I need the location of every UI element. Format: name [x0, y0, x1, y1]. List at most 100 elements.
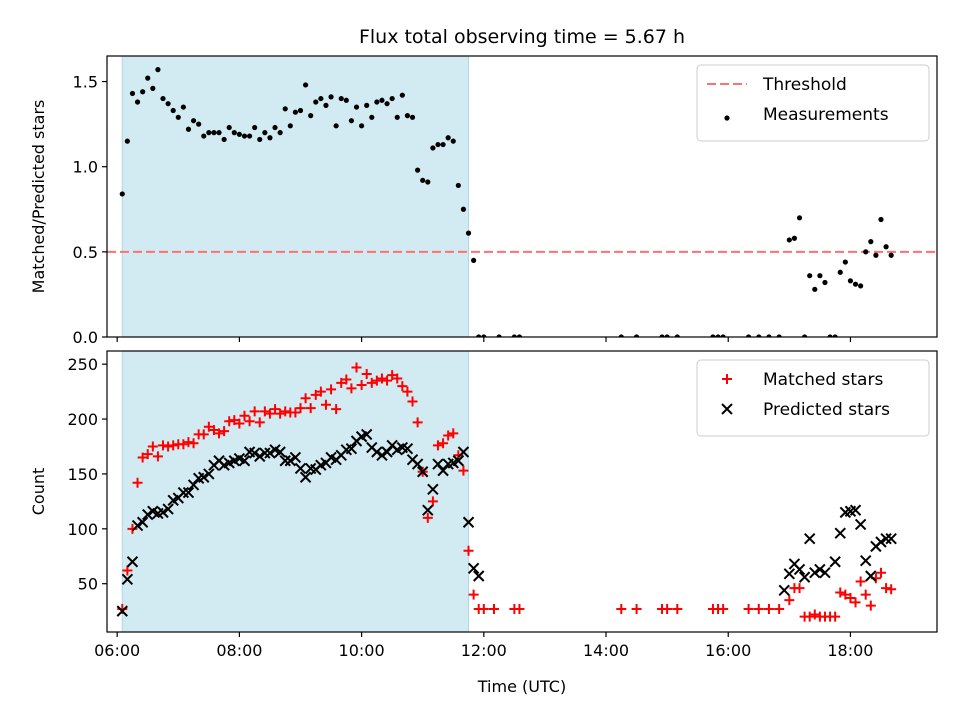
predicted-stars-point	[793, 563, 806, 576]
measurement-point	[807, 273, 813, 279]
matched-stars-point	[382, 375, 393, 386]
measurement-point	[842, 259, 848, 265]
predicted-stars-point	[783, 568, 796, 580]
matched-stars-point	[132, 477, 143, 488]
measurement-point	[858, 283, 864, 289]
measurement-point	[201, 133, 207, 139]
predicted-stars-point	[834, 527, 846, 539]
x-tick-label: 12:00	[461, 641, 507, 660]
matched-stars-point	[249, 406, 260, 417]
measurement-point	[455, 182, 461, 189]
predicted-stars-point	[829, 556, 841, 568]
measurement-point	[287, 123, 293, 129]
measurement-point	[124, 138, 130, 144]
measurement-point	[119, 191, 125, 197]
matched-stars-point	[855, 576, 866, 587]
predicted-stars-point	[131, 519, 144, 532]
matched-stars-point	[259, 406, 270, 417]
measurement-point	[160, 95, 166, 102]
measurement-point	[786, 237, 792, 243]
measurement-point	[460, 206, 467, 212]
matched-stars-point	[427, 496, 438, 507]
predicted-stars-point	[457, 446, 470, 458]
predicted-stars-point	[238, 455, 251, 467]
measurement-point	[827, 334, 833, 337]
measurement-point	[150, 85, 156, 91]
matched-stars-point	[763, 603, 774, 614]
matched-stars-point	[280, 406, 291, 417]
matched-stars-point	[468, 589, 479, 600]
measurement-point	[802, 334, 808, 337]
matched-stars-point	[208, 425, 219, 436]
measurement-point	[837, 269, 843, 275]
measurement-point	[313, 99, 319, 105]
x-tick-label: 14:00	[583, 641, 629, 660]
predicted-stars-point	[401, 442, 414, 455]
y-tick-label: 150	[67, 465, 98, 484]
measurement-point	[302, 82, 309, 88]
measurement-point	[888, 252, 894, 258]
matched-stars-point	[152, 451, 163, 462]
measurement-point	[328, 94, 334, 100]
predicted-stars-point	[875, 536, 887, 548]
matched-stars-point	[234, 418, 245, 429]
predicted-stars-point	[885, 532, 897, 545]
matched-stars-point	[351, 362, 362, 373]
matched-stars-point	[127, 523, 138, 534]
predicted-stars-point	[264, 447, 276, 459]
observing-window-span	[121, 350, 470, 633]
predicted-stars-point	[279, 455, 291, 467]
x-tick-label: 10:00	[339, 641, 385, 660]
measurement-point	[353, 104, 360, 110]
matched-stars-point	[275, 408, 286, 419]
predicted-stars-point	[136, 516, 149, 528]
measurement-point	[868, 239, 874, 245]
measurement-point	[481, 334, 487, 337]
predicted-stars-point	[259, 447, 271, 459]
measurement-point	[465, 230, 472, 236]
measurement-point	[796, 215, 803, 221]
matched-stars-point	[356, 380, 367, 391]
measurement-point	[221, 136, 227, 143]
measurement-point	[420, 177, 426, 183]
matched-stars-point	[407, 396, 418, 407]
predicted-stars-point	[473, 570, 485, 582]
measurement-point	[359, 123, 365, 129]
y-tick-label: 50	[78, 575, 98, 594]
predicted-stars-point	[126, 556, 139, 568]
legend-label: Measurements	[763, 105, 889, 125]
y-tick-label: 0.0	[73, 328, 98, 347]
measurement-point	[445, 135, 451, 141]
matched-stars-point	[448, 428, 459, 439]
matched-stars-point	[794, 583, 805, 594]
legend-measurement-swatch	[724, 115, 730, 121]
predicted-stars-point	[142, 508, 154, 521]
measurement-point	[440, 141, 446, 148]
predicted-stars-point	[203, 468, 215, 480]
matched-stars-point	[432, 440, 443, 451]
measurement-point	[374, 99, 380, 105]
measurement-point	[476, 334, 482, 337]
predicted-stars-point	[371, 446, 383, 458]
y-tick-label: 0.5	[73, 243, 98, 262]
matched-stars-point	[331, 404, 342, 415]
x-axis-label: Time (UTC)	[477, 677, 566, 696]
measurement-point	[206, 130, 212, 136]
measurement-point	[812, 286, 818, 292]
y-tick-label: 100	[67, 520, 98, 539]
matched-stars-point	[753, 603, 764, 614]
matched-stars-point	[830, 611, 841, 622]
matched-stars-point	[254, 417, 265, 428]
measurement-point	[333, 123, 339, 129]
matched-stars-point	[147, 441, 158, 452]
predicted-stars-point	[432, 458, 444, 470]
matched-stars-point	[514, 603, 525, 614]
predicted-stars-point	[284, 455, 297, 467]
measurement-point	[776, 334, 782, 337]
matched-stars-point	[219, 426, 230, 437]
predicted-stars-point	[819, 567, 831, 579]
matched-stars-point	[137, 452, 148, 463]
predicted-stars-point	[437, 464, 449, 477]
matched-stars-point	[361, 369, 372, 380]
